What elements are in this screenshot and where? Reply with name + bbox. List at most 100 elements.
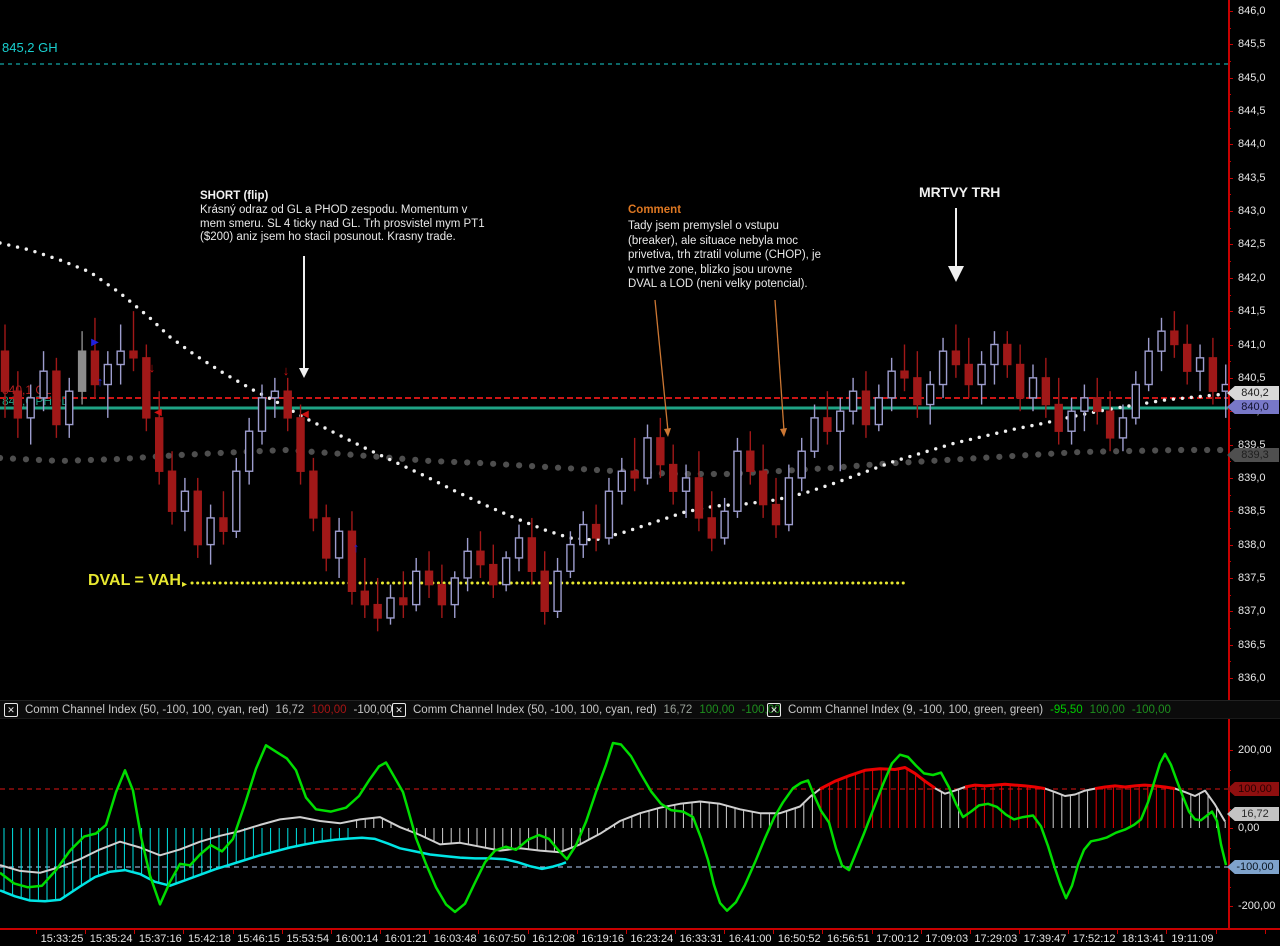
indicator-axis-tick (1228, 906, 1233, 907)
indicator-axis-tick (1228, 847, 1231, 849)
comment-annotation-title: Comment (628, 204, 682, 216)
cci50-above-100-red-line (819, 766, 936, 791)
indicator-label-bar: ✕ Comm Channel Index (50, -100, 100, cyan… (0, 700, 1280, 719)
price-axis-tick (1228, 311, 1233, 313)
candlestick-series (0, 311, 1228, 632)
price-axis-minor-tick (1228, 161, 1231, 163)
time-axis-tick (85, 930, 87, 934)
study-value: 16,72 (275, 703, 305, 716)
short-annotation-arrow-head (299, 368, 309, 378)
trade-marker-icon: ▶ (91, 337, 99, 348)
axis-value-box: 840,2 (1227, 386, 1279, 400)
price-axis-label: 839,0 (1238, 471, 1266, 484)
price-axis-label: 836,0 (1238, 672, 1266, 684)
time-axis-label: 17:29:03 (974, 933, 1018, 945)
time-axis-tick (1166, 930, 1168, 934)
study-name: Comm Channel Index (50, -100, 100, cyan,… (25, 703, 269, 716)
cci50-above-100-red-line (964, 782, 1046, 791)
price-axis-minor-tick (1228, 294, 1231, 296)
short-trade-annotation[interactable]: SHORT (flip) Krásný odraz od GL a PHOD z… (200, 190, 492, 245)
time-axis-tick (281, 930, 283, 934)
study-value: -100,00 (741, 703, 781, 716)
price-axis-label: 841,5 (1238, 305, 1266, 318)
main-price-chart[interactable]: ▸ ▶ ↑ ↓ ◀ ↓ ◀ ↑ (0, 0, 1228, 700)
time-axis-label: 19:11:09 (1171, 933, 1214, 945)
cci50-above-100-red-line (1094, 783, 1176, 791)
time-axis-label: 15:37:16 (138, 933, 182, 945)
price-axis-label: 838,5 (1238, 505, 1266, 518)
time-axis-line (0, 928, 1280, 930)
time-axis-tick (625, 930, 627, 934)
price-axis-label: 838,0 (1238, 538, 1266, 551)
comment-annotation-arrow (774, 299, 785, 432)
price-axis-minor-tick (1228, 61, 1231, 63)
price-axis-minor-tick (1228, 628, 1231, 629)
time-axis-tick (232, 930, 234, 934)
comment-annotation[interactable]: Comment Tady jsem premyslel o vstupu (br… (628, 204, 824, 292)
time-axis-label: 17:39:47 (1023, 933, 1067, 945)
price-axis-label: 837,0 (1238, 605, 1266, 618)
time-axis-label: 16:19:16 (581, 933, 625, 945)
price-axis-tick (1228, 177, 1233, 179)
price-axis-tick (1228, 11, 1233, 12)
price-axis-tick (1228, 511, 1233, 513)
study-value: -95,50 (1050, 703, 1083, 716)
price-axis-label: 843,5 (1238, 171, 1266, 184)
study-value: 16,72 (663, 703, 693, 716)
time-axis-label: 15:53:54 (286, 933, 330, 945)
time-axis-tick (527, 930, 529, 934)
gh-line-label: 845,2 GH (2, 40, 58, 55)
trade-marker-icon: ◀ (301, 409, 309, 420)
time-axis-label: 15:33:25 (40, 933, 84, 945)
study-value: -100,00 (353, 703, 393, 716)
price-axis-tick (1228, 277, 1233, 279)
short-annotation-title: SHORT (flip) (200, 190, 269, 202)
indicator-axis-label: 0,00 (1238, 822, 1260, 834)
cci-indicator-panel[interactable] (0, 718, 1228, 929)
time-axis-tick (429, 930, 431, 934)
time-axis-label: 15:42:18 (188, 933, 231, 945)
price-axis-label: 842,5 (1238, 238, 1266, 251)
study-visibility-checkbox-icon[interactable]: ✕ (4, 702, 18, 717)
price-axis-minor-tick (1228, 127, 1231, 129)
axis-value-box: -100,00 (1227, 860, 1279, 874)
time-axis-tick (478, 930, 480, 934)
price-axis-minor-tick (1228, 661, 1231, 663)
study-value: 100,00 (1089, 703, 1125, 716)
price-axis-tick (1228, 344, 1233, 346)
price-axis-label: 841,0 (1238, 338, 1266, 351)
price-axis-tick (1228, 211, 1233, 213)
time-axis-label: 15:35:24 (89, 933, 133, 945)
price-axis-minor-tick (1228, 261, 1231, 263)
price-axis-minor-tick (1228, 527, 1231, 529)
price-axis-tick (1228, 411, 1233, 413)
study-label-3: ✕ Comm Channel Index (9, -100, 100, green… (767, 702, 1171, 717)
price-axis-minor-tick (1228, 461, 1231, 463)
dead-market-annotation-arrow-head (948, 266, 964, 282)
trade-marker-icon: ↑ (97, 374, 104, 389)
comment-annotation-arrow (654, 299, 669, 432)
study-visibility-checkbox-icon[interactable]: ✕ (392, 702, 406, 717)
dead-market-annotation[interactable]: MRTVY TRH (919, 184, 1001, 200)
indicator-axis-tick (1228, 886, 1231, 888)
time-axis-label: 16:01:21 (384, 933, 428, 945)
study-visibility-checkbox-icon[interactable]: ✕ (767, 702, 781, 717)
trade-marker-icon: ↓ (149, 360, 156, 375)
study-name: Comm Channel Index (50, -100, 100, cyan,… (413, 703, 657, 716)
time-axis-tick (134, 930, 136, 934)
time-axis[interactable]: 15:33:25 15:35:24 15:37:16 15:42:18 15:46:15… (0, 928, 1280, 946)
axis-value-box: 16,72 (1227, 806, 1279, 821)
price-axis-label: 836,5 (1238, 638, 1266, 651)
indicator-axis-label: 200,00 (1238, 744, 1272, 756)
time-axis-tick (380, 930, 382, 934)
price-axis-label: 846,0 (1238, 5, 1266, 17)
price-axis-label: 843,0 (1238, 205, 1266, 218)
time-axis-tick (36, 930, 37, 934)
time-axis-tick (1117, 930, 1119, 934)
time-axis-label: 16:12:08 (532, 933, 575, 945)
cci50-white-line (0, 766, 1226, 874)
price-axis-tick (1228, 577, 1233, 579)
price-axis-tick (1228, 477, 1233, 479)
time-axis-label: 18:13:41 (1121, 933, 1165, 945)
